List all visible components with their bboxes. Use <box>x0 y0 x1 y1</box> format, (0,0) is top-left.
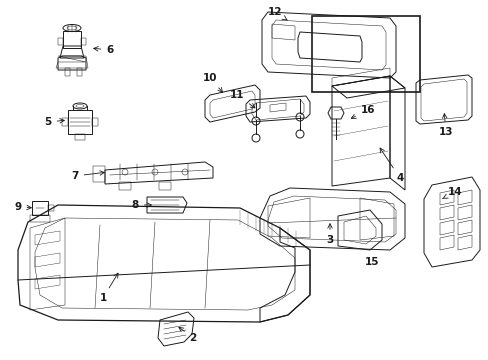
Text: 13: 13 <box>438 114 452 137</box>
Text: 12: 12 <box>267 7 287 20</box>
Text: 5: 5 <box>44 117 64 127</box>
Text: 1: 1 <box>99 273 118 303</box>
Text: 8: 8 <box>131 200 151 210</box>
Text: 16: 16 <box>350 105 374 118</box>
Bar <box>311 16 419 92</box>
Text: 9: 9 <box>15 202 31 212</box>
Text: 11: 11 <box>229 90 254 108</box>
Text: 7: 7 <box>71 171 104 181</box>
Text: 10: 10 <box>203 73 222 92</box>
Text: 4: 4 <box>379 148 403 183</box>
Text: 15: 15 <box>364 257 379 267</box>
Text: 6: 6 <box>94 45 113 55</box>
Text: 14: 14 <box>442 187 461 199</box>
Text: 2: 2 <box>179 327 196 343</box>
Text: 3: 3 <box>325 224 333 245</box>
